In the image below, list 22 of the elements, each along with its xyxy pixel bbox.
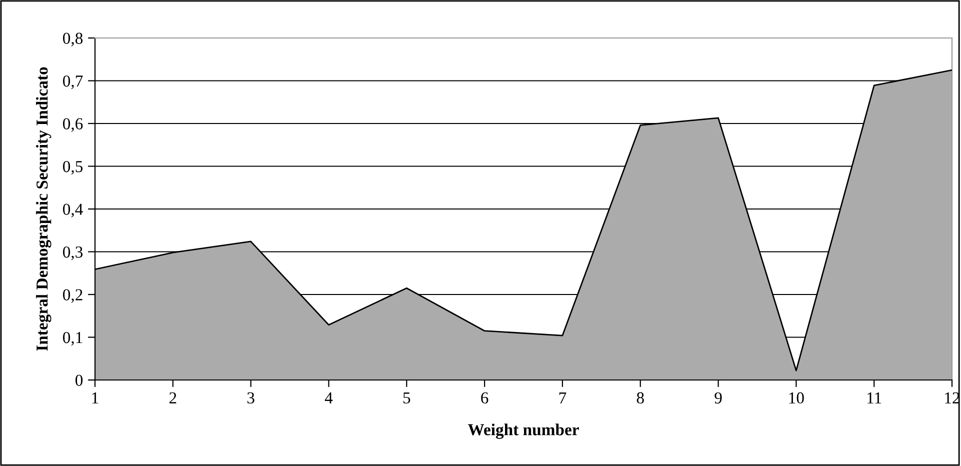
y-tick-label: 0,8 — [62, 32, 83, 46]
x-tick-label: 10 — [789, 392, 804, 404]
x-tick-label: 2 — [169, 392, 176, 404]
y-tick-label: 0,1 — [62, 332, 82, 346]
x-axis-title: Weight number — [468, 424, 579, 439]
x-tick-label: 3 — [247, 392, 254, 404]
y-axis-title: Integral Demographic Security Indicato — [36, 67, 52, 351]
y-tick-label: 0,3 — [62, 246, 83, 260]
x-tick-label: 7 — [559, 392, 566, 404]
x-tick-label: 4 — [324, 392, 333, 404]
x-tick-label: 9 — [714, 392, 722, 404]
y-tick-label: 0,4 — [62, 204, 83, 218]
y-tick-label: 0,6 — [62, 118, 83, 132]
x-tick-label: 8 — [636, 392, 644, 404]
y-tick-label: 0,7 — [62, 75, 83, 90]
y-tick-label: 0,2 — [62, 289, 82, 303]
x-tick-label: 6 — [481, 392, 488, 404]
x-tick-label: 1 — [92, 392, 98, 404]
y-tick-label: 0,5 — [62, 160, 83, 175]
x-tick-label: 5 — [403, 392, 410, 404]
y-tick-label: 0 — [75, 374, 83, 386]
x-tick-label: 11 — [868, 392, 882, 404]
